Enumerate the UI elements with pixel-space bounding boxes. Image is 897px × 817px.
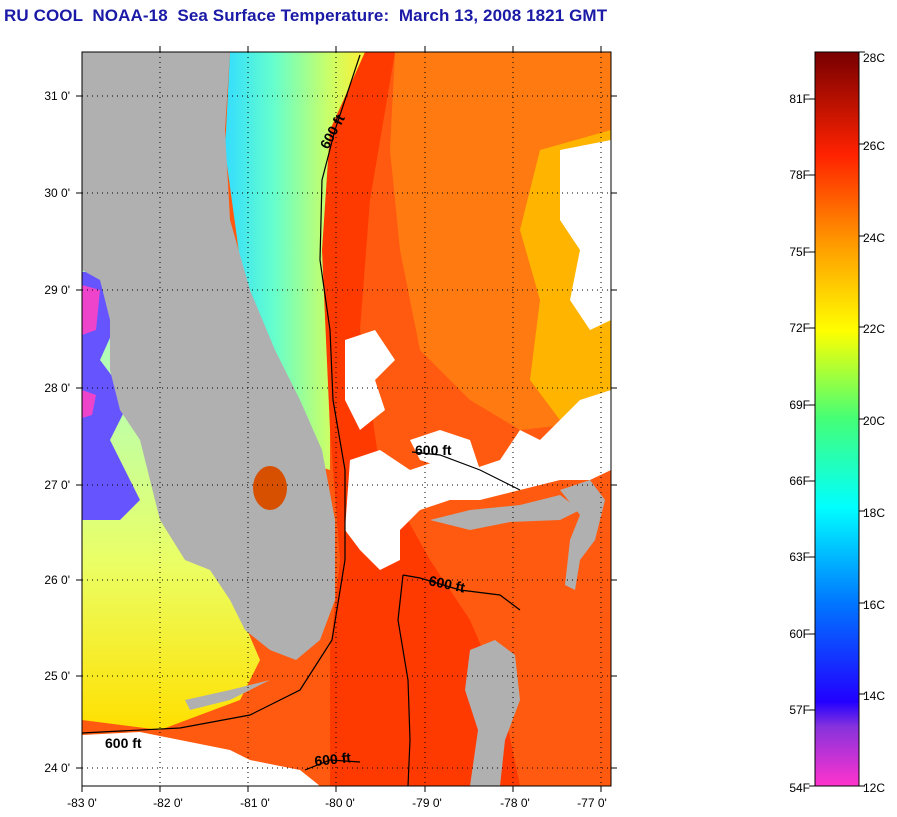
contour-label: 600 ft (314, 749, 352, 769)
lon-label: -77 0' (577, 796, 607, 810)
map-title: RU COOL NOAA-18 Sea Surface Temperature:… (4, 6, 608, 25)
lon-label: -83 0' (67, 796, 97, 810)
colorbar-fahrenheit-label: 69F (789, 398, 810, 412)
lon-label: -81 0' (240, 796, 270, 810)
cold-coastal-patch (82, 272, 140, 520)
colorbar-fahrenheit-label: 75F (789, 245, 810, 259)
lat-label: 29 0' (44, 283, 70, 297)
colorbar-ticks (809, 51, 865, 787)
contour-600ft-lines (81, 54, 521, 787)
lat-label: 28 0' (44, 381, 70, 395)
lon-label: -80 0' (325, 796, 355, 810)
bahamas-grand-bahama (430, 495, 580, 530)
bahamas-andros (465, 640, 520, 786)
contour-label: 600 ft (105, 735, 142, 751)
colorbar-celsius-label: 18C (863, 506, 885, 520)
lon-label: -82 0' (153, 796, 183, 810)
colorbar-celsius-label: 26C (863, 139, 885, 153)
bahamas-abaco (560, 480, 605, 590)
colorbar-fahrenheit-label: 63F (789, 550, 810, 564)
lon-label: -79 0' (412, 796, 442, 810)
lat-label: 27 0' (44, 478, 70, 492)
lat-label: 26 0' (44, 573, 70, 587)
colorbar-celsius-label: 28C (863, 51, 885, 65)
graticule (82, 52, 611, 786)
contour-label: 600 ft (415, 442, 452, 458)
colorbar-fahrenheit-label: 72F (789, 321, 810, 335)
east-shelf-water (225, 52, 365, 470)
axis-ticks (76, 46, 617, 792)
colorbar-fahrenheit-label: 60F (789, 627, 810, 641)
colorbar-celsius-label: 16C (863, 598, 885, 612)
lat-label: 25 0' (44, 669, 70, 683)
lon-label: -78 0' (500, 796, 530, 810)
contour-label: 600 ft (427, 572, 466, 595)
colorbar-fahrenheit-label: 54F (789, 781, 810, 795)
colorbar-celsius-label: 22C (863, 322, 885, 336)
colorbar-fahrenheit-label: 81F (789, 92, 810, 106)
lat-label: 24 0' (44, 761, 70, 775)
colorbar-celsius-label: 14C (863, 689, 885, 703)
colorbar-celsius-label: 24C (863, 231, 885, 245)
lat-label: 31 0' (44, 89, 70, 103)
colorbar-celsius-label: 12C (863, 781, 885, 795)
cloud-cover (82, 140, 611, 786)
colorbar (814, 51, 860, 787)
colorbar-fahrenheit-label: 78F (789, 168, 810, 182)
gulf-stream (322, 52, 520, 786)
colorbar-fahrenheit-label: 66F (789, 474, 810, 488)
map-frame (81, 51, 612, 787)
florida-keys (185, 680, 270, 710)
lake-okeechobee (253, 466, 287, 510)
colorbar-celsius-label: 20C (863, 414, 885, 428)
lat-label: 30 0' (44, 186, 70, 200)
cold-coastal-patch-magenta (82, 285, 100, 418)
colorbar-fahrenheit-label: 57F (789, 703, 810, 717)
